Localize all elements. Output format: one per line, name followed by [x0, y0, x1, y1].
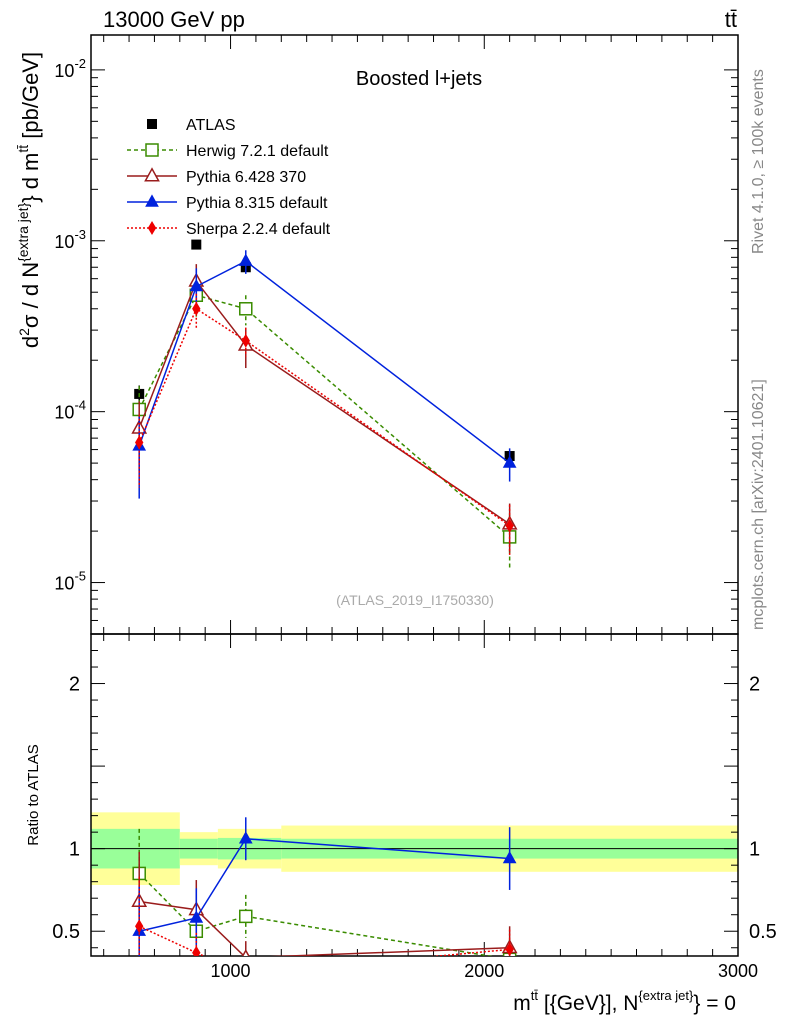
x-tick-label: 2000: [464, 961, 504, 981]
ratio-series-line: [139, 837, 510, 932]
axis-ticks: 1000 2000 3000 10-5 10-4 10-3 10-2 0.5 0.5 1 1 2 2: [52, 35, 777, 981]
ratio-series-point: [192, 945, 201, 956]
legend-marker-2: [145, 194, 159, 207]
y-tick-label-main: 10-5: [54, 569, 86, 594]
series-point: [502, 455, 517, 468]
series-point: [505, 518, 514, 533]
legend-label-1: Pythia 6.428 370: [186, 169, 306, 186]
ratio-plot-series: [131, 817, 518, 956]
ratio-series-point: [238, 831, 253, 844]
series-line: [138, 260, 511, 464]
svg-text:d2σ / d N{extra jet}} d mtt̄ [: d2σ / d N{extra jet}} d mtt̄ [pb/GeV]: [15, 52, 43, 348]
svg-text:mtt̄ [{GeV}], N{extra jet}} =: mtt̄ [{GeV}], N{extra jet}} = 0: [513, 988, 736, 1015]
legend-label-0: Herwig 7.2.1 default: [186, 143, 329, 160]
ratio-series-3: [135, 876, 514, 956]
series-line: [138, 307, 511, 527]
analysis-watermark: (ATLAS_2019_I1750330): [336, 592, 494, 608]
ratio-series-point: [502, 850, 517, 864]
series-point: [189, 278, 204, 292]
header-process-label: 13000 GeV pp: [103, 7, 245, 32]
y-tick-label-main: 10-4: [54, 398, 86, 423]
y-tick-label-main: 10-3: [54, 227, 86, 252]
ratio-uncertainty-bands: [91, 812, 738, 885]
x-tick-label: 1000: [211, 961, 251, 981]
legend-marker-3: [147, 221, 157, 235]
ratio-series-point: [239, 909, 253, 924]
legend: ATLAS Herwig 7.2.1 default Pythia 6.428 37…: [127, 117, 331, 238]
y-tick-label-ratio-right: 0.5: [749, 921, 777, 943]
ratio-series-0: [132, 828, 517, 956]
series-line: [138, 279, 511, 525]
rivet-version-label: Rivet 4.1.0, ≥ 100k events: [750, 69, 767, 254]
series-point: [238, 253, 253, 266]
series-line: [138, 294, 511, 538]
x-axis-title: mtt̄ [{GeV}], N{extra jet}} = 0: [513, 988, 736, 1015]
y-tick-label-ratio: 0.5: [52, 921, 80, 943]
y-tick-label-main: 10-2: [54, 56, 86, 81]
ratio-series-point: [241, 948, 250, 956]
legend-label-atlas: ATLAS: [186, 117, 236, 134]
x-tick-label: 3000: [718, 961, 758, 981]
y-tick-label-ratio: 1: [69, 839, 80, 861]
ratio-series-point: [135, 919, 144, 934]
legend-marker-atlas: [147, 119, 157, 129]
ratio-y-axis-title: Ratio to ATLAS: [25, 744, 42, 845]
mcplots-reference-label: mcplots.cern.ch [arXiv:2401.10621]: [750, 379, 767, 630]
series-2: [132, 250, 517, 499]
main-y-axis-title: d2σ / d N{extra jet}} d mtt̄ [pb/GeV]: [15, 52, 43, 348]
atlas-data-point: [191, 239, 202, 250]
y-tick-label-ratio-right: 1: [749, 839, 760, 861]
y-tick-label-ratio-right: 2: [749, 674, 760, 696]
chart-title: Boosted l+jets: [356, 68, 482, 90]
series-3: [135, 293, 514, 555]
main-plot-series: [131, 239, 518, 570]
legend-marker-0: [145, 143, 159, 157]
y-tick-label-ratio: 2: [69, 674, 80, 696]
ratio-series-line: [139, 900, 510, 956]
ratio-series-line: [138, 872, 495, 956]
legend-label-3: Sherpa 2.2.4 default: [186, 221, 331, 238]
series-point: [241, 333, 250, 348]
series-point: [135, 435, 144, 450]
series-point: [192, 301, 201, 316]
legend-marker-1: [144, 167, 160, 182]
ratio-plot-frame: [90, 633, 739, 957]
legend-label-2: Pythia 8.315 default: [186, 195, 328, 212]
header-ttbar-label: tt̄: [725, 7, 737, 32]
ratio-series-point: [505, 942, 514, 956]
series-point: [239, 302, 253, 316]
ratio-series-point: [189, 910, 204, 923]
